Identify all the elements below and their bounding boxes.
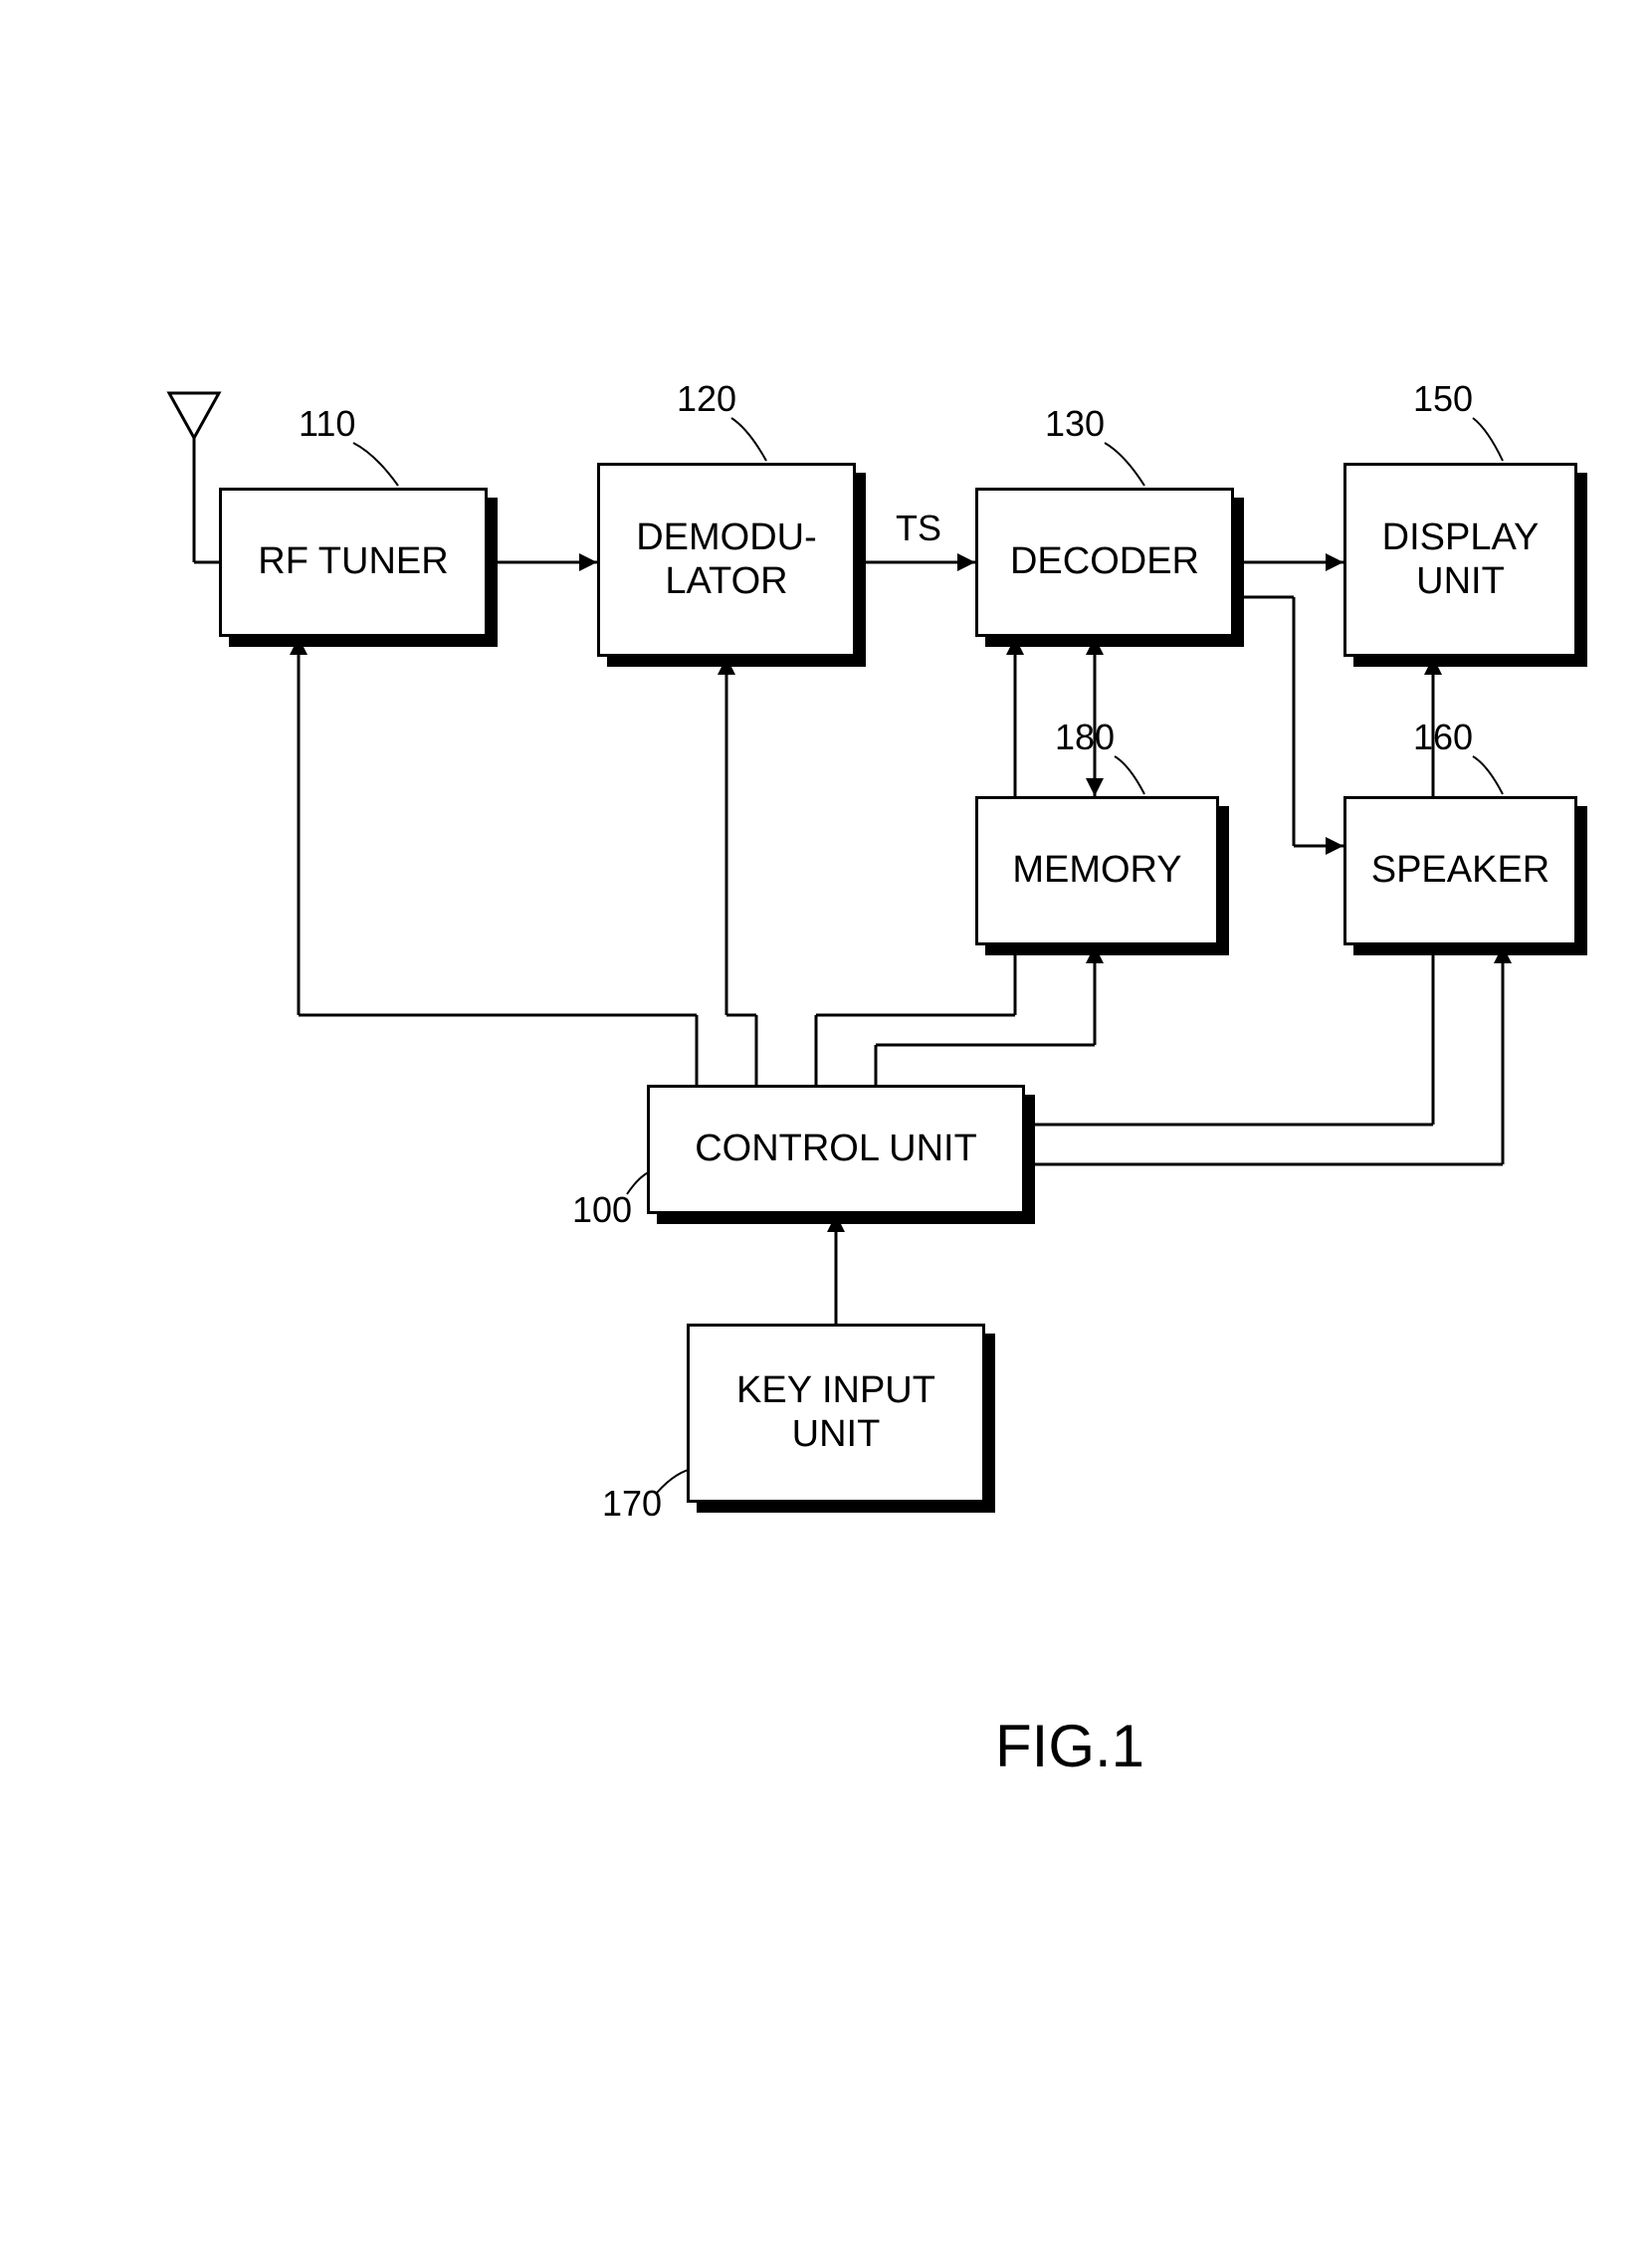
demodulator-ref-leader bbox=[731, 418, 766, 461]
rf_tuner-shadow bbox=[488, 498, 498, 647]
decoder-shadow bbox=[985, 637, 1244, 647]
key_input_unit-shadow bbox=[985, 1334, 995, 1513]
ts-edge-label: TS bbox=[896, 508, 941, 549]
rf_tuner-shadow bbox=[229, 637, 498, 647]
speaker-label: SPEAKER bbox=[1371, 849, 1550, 893]
demodulator-label: DEMODU- LATOR bbox=[636, 516, 817, 603]
memory-block: MEMORY bbox=[975, 796, 1219, 945]
control_unit-ref: 100 bbox=[572, 1189, 632, 1231]
decoder-shadow bbox=[1234, 498, 1244, 647]
display_unit-block: DISPLAY UNIT bbox=[1343, 463, 1577, 657]
demodulator-ref: 120 bbox=[677, 378, 736, 420]
figure-label: FIG.1 bbox=[995, 1712, 1144, 1780]
memory-shadow bbox=[985, 945, 1229, 955]
antenna-icon bbox=[169, 393, 219, 438]
decoder-ref-leader bbox=[1105, 443, 1144, 486]
demodulator-block: DEMODU- LATOR bbox=[597, 463, 856, 657]
rf_tuner-ref-leader bbox=[353, 443, 398, 486]
control_unit-block: CONTROL UNIT bbox=[647, 1085, 1025, 1214]
display_unit-shadow bbox=[1577, 473, 1587, 667]
demodulator-shadow bbox=[607, 657, 866, 667]
speaker-ref: 160 bbox=[1413, 717, 1473, 758]
control_unit-shadow bbox=[657, 1214, 1035, 1224]
key_input_unit-shadow bbox=[697, 1503, 995, 1513]
key_input_unit-ref: 170 bbox=[602, 1483, 662, 1525]
speaker-block: SPEAKER bbox=[1343, 796, 1577, 945]
display_unit-label: DISPLAY UNIT bbox=[1382, 516, 1540, 603]
decoder-label: DECODER bbox=[1010, 540, 1199, 584]
rf_tuner-ref: 110 bbox=[299, 403, 355, 445]
demodulator-shadow bbox=[856, 473, 866, 667]
key_input_unit-label: KEY INPUT UNIT bbox=[736, 1369, 935, 1456]
memory-ref: 180 bbox=[1055, 717, 1115, 758]
display_unit-ref-leader bbox=[1473, 418, 1503, 461]
diagram-canvas: RF TUNER DEMODU- LATOR DECODER DISPLAY UNIT… bbox=[0, 0, 1650, 2268]
memory-label: MEMORY bbox=[1012, 849, 1181, 893]
control_unit-label: CONTROL UNIT bbox=[695, 1128, 977, 1171]
decoder-block: DECODER bbox=[975, 488, 1234, 637]
decoder-ref: 130 bbox=[1045, 403, 1105, 445]
speaker-shadow bbox=[1577, 806, 1587, 955]
display_unit-shadow bbox=[1353, 657, 1587, 667]
memory-shadow bbox=[1219, 806, 1229, 955]
display_unit-ref: 150 bbox=[1413, 378, 1473, 420]
speaker-ref-leader bbox=[1473, 756, 1503, 794]
speaker-shadow bbox=[1353, 945, 1587, 955]
rf_tuner-block: RF TUNER bbox=[219, 488, 488, 637]
rf_tuner-label: RF TUNER bbox=[258, 540, 448, 584]
key_input_unit-block: KEY INPUT UNIT bbox=[687, 1324, 985, 1503]
memory-ref-leader bbox=[1115, 756, 1144, 794]
control_unit-shadow bbox=[1025, 1095, 1035, 1224]
